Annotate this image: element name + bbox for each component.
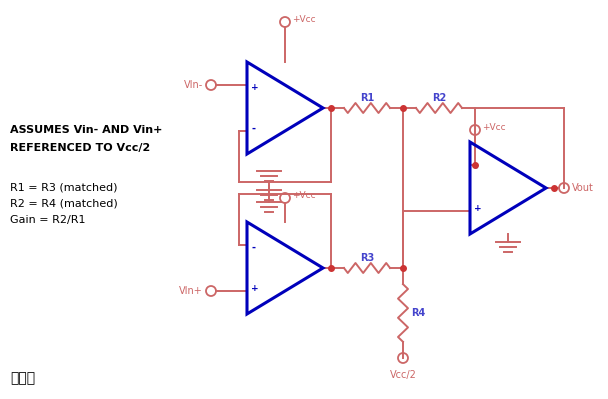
- Text: +Vcc: +Vcc: [292, 14, 316, 24]
- Text: R4: R4: [411, 308, 425, 318]
- Text: REFERENCED TO Vcc/2: REFERENCED TO Vcc/2: [10, 143, 150, 153]
- Text: +Vcc: +Vcc: [292, 190, 316, 200]
- Text: +: +: [251, 284, 258, 293]
- Text: -: -: [251, 242, 255, 252]
- Text: Vout: Vout: [572, 183, 594, 193]
- Text: +: +: [474, 204, 482, 213]
- Text: VIn+: VIn+: [179, 286, 203, 296]
- Text: Vcc/2: Vcc/2: [390, 370, 416, 380]
- Text: Gain = R2/R1: Gain = R2/R1: [10, 215, 86, 225]
- Text: -: -: [251, 124, 255, 134]
- Text: R1 = R3 (matched): R1 = R3 (matched): [10, 183, 117, 193]
- Text: VIn-: VIn-: [184, 80, 203, 90]
- Text: ASSUMES Vin- AND Vin+: ASSUMES Vin- AND Vin+: [10, 125, 162, 135]
- Text: R2 = R4 (matched): R2 = R4 (matched): [10, 199, 118, 209]
- Text: R3: R3: [360, 253, 374, 263]
- Text: +Vcc: +Vcc: [482, 122, 506, 132]
- Text: +: +: [251, 83, 258, 92]
- Text: R1: R1: [360, 93, 374, 103]
- Text: R2: R2: [432, 93, 446, 103]
- Text: 图十一: 图十一: [10, 371, 35, 385]
- Text: -: -: [474, 162, 478, 172]
